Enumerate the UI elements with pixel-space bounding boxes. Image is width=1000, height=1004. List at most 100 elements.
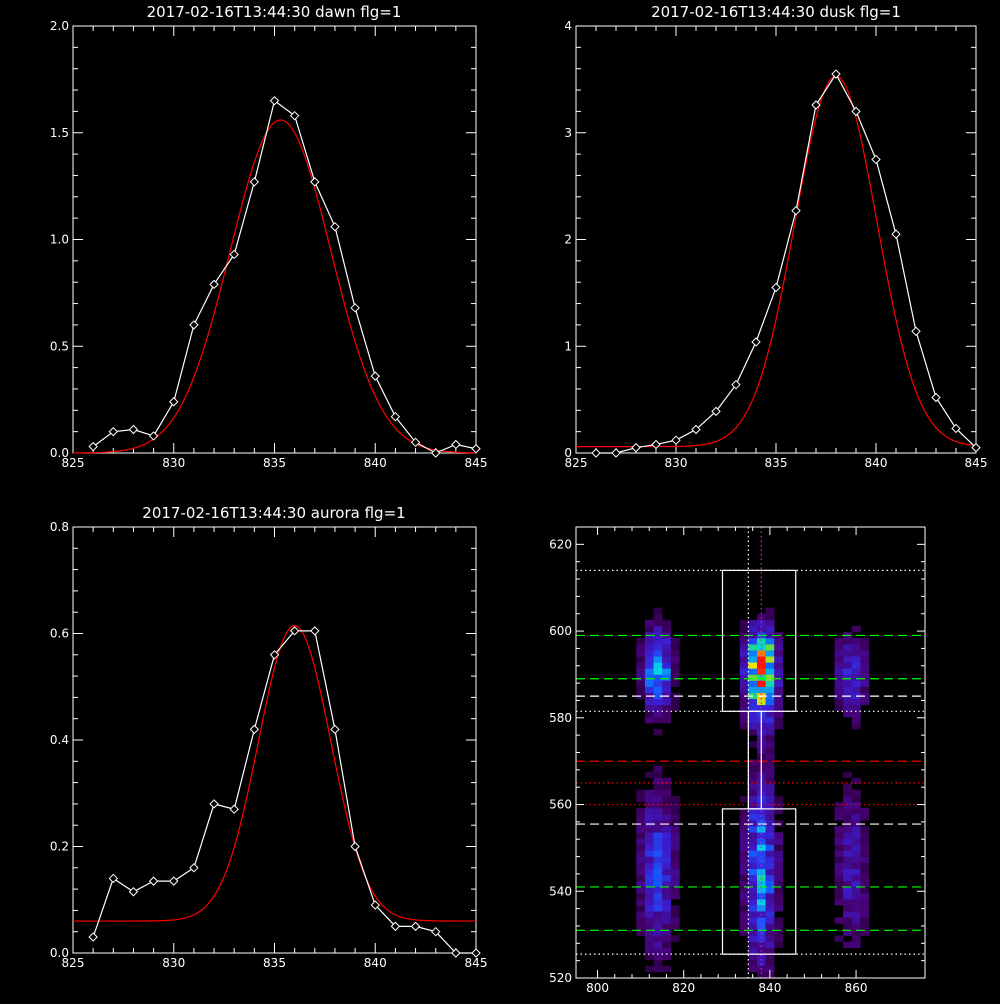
heatmap-cell — [653, 625, 663, 633]
heatmap-cell — [851, 893, 861, 900]
heatmap-cell — [739, 723, 749, 730]
heatmap-cell — [851, 680, 861, 687]
dawn-xtick-label: 825 — [62, 456, 85, 470]
heatmap-cell — [748, 674, 758, 681]
heatmap-cell — [843, 911, 853, 918]
heatmap-cell — [756, 959, 766, 967]
heatmap-cell — [653, 832, 663, 839]
heatmap-cell — [662, 638, 672, 645]
heatmap-cell — [748, 838, 758, 845]
heatmap-cell — [644, 862, 654, 870]
heatmap-cell — [644, 638, 654, 645]
heatmap-cell — [739, 832, 749, 839]
heatmap-cell — [834, 704, 844, 712]
heatmap-cell — [644, 947, 654, 955]
heatmap-cell — [843, 838, 853, 845]
heatmap-cell — [662, 826, 672, 833]
heatmap-cell — [834, 801, 844, 809]
heatmap-cell — [834, 650, 844, 657]
heatmap-cell — [739, 880, 749, 888]
heatmap-cell — [739, 850, 749, 857]
heatmap-cell — [765, 917, 775, 924]
heatmap-connector-box — [747, 710, 762, 810]
heatmap-cell — [644, 625, 654, 633]
heatmap-cell — [860, 808, 870, 815]
heatmap-cell — [765, 838, 775, 845]
heatmap-cell — [765, 753, 775, 760]
heatmap-cell — [774, 929, 784, 936]
heatmap-cell — [851, 777, 861, 785]
heatmap-cell — [644, 868, 654, 876]
heatmap-cell — [739, 874, 749, 882]
heatmap-cell — [662, 953, 672, 961]
heatmap-cell — [644, 917, 654, 924]
heatmap-cell — [765, 795, 775, 803]
heatmap-cell — [748, 886, 758, 894]
aurora-data-point — [209, 799, 219, 809]
heatmap-cell — [851, 929, 861, 936]
heatmap-cell — [662, 905, 672, 912]
heatmap-cell — [739, 619, 749, 627]
heatmap-cell — [843, 862, 853, 870]
heatmap-cell — [739, 680, 749, 687]
heatmap-cell — [774, 905, 784, 912]
heatmap-cell — [851, 808, 861, 815]
heatmap-cell — [739, 674, 749, 681]
dusk-panel: 825 830 835 840 845 0 1 2 3 4 — [564, 19, 987, 470]
heatmap-cell — [774, 638, 784, 645]
heatmap-cell — [644, 686, 654, 693]
aurora-data-point — [108, 873, 119, 884]
heatmap-cell — [765, 631, 775, 639]
heatmap-cell — [636, 686, 646, 693]
heatmap-cell — [662, 862, 672, 870]
heatmap-cell — [834, 644, 844, 651]
heatmap-cell — [851, 625, 861, 633]
dawn-data-point — [249, 177, 260, 187]
heatmap-cell — [774, 917, 784, 924]
aurora-data-point — [269, 650, 280, 660]
heatmap-cell — [843, 850, 853, 857]
heatmap-cell — [653, 613, 663, 621]
heatmap-cell — [774, 886, 784, 894]
heatmap-cell — [765, 850, 775, 857]
heatmap-cell — [670, 868, 680, 876]
heatmap-cell — [851, 795, 861, 803]
heatmap-cell — [860, 698, 870, 706]
heatmap-cell — [765, 710, 775, 718]
aurora-ytick-label: 0.4 — [50, 733, 69, 747]
dusk-xtick-label: 830 — [665, 456, 688, 470]
heatmap-cell — [756, 971, 766, 979]
heatmap-cell — [765, 868, 775, 876]
heatmap-cell — [748, 929, 758, 936]
heatmap-cell — [765, 826, 775, 833]
dusk-data-point — [771, 282, 781, 293]
heatmap-cell — [739, 704, 749, 712]
heatmap-cell — [739, 820, 749, 827]
heatmap-cell — [653, 929, 663, 936]
heatmap-cell — [851, 850, 861, 857]
aurora-data-point — [289, 626, 300, 636]
heatmap-cell — [843, 638, 853, 645]
heatmap-cell — [644, 820, 654, 827]
heatmap-cell — [653, 874, 663, 882]
dusk-xtick-label: 845 — [965, 456, 988, 470]
heatmap-cell — [756, 856, 766, 863]
heatmap-cell — [653, 886, 663, 894]
heatmap-cell — [860, 644, 870, 651]
heatmap-cell — [739, 650, 749, 657]
heatmap-cell — [756, 638, 766, 645]
heatmap-cell — [748, 650, 758, 657]
heatmap-cell — [662, 935, 672, 942]
heatmap-cell — [739, 638, 749, 645]
heatmap-cell — [851, 935, 861, 942]
heatmap-cell — [843, 783, 853, 791]
heatmap-cell — [843, 868, 853, 876]
heatmap-cell — [653, 674, 663, 681]
heatmap-cell — [851, 820, 861, 827]
heatmap-cell — [644, 680, 654, 687]
heatmap-cell — [653, 826, 663, 833]
heatmap-cell — [843, 710, 853, 718]
aurora-fit-curve — [73, 624, 476, 922]
heatmap-cell — [653, 868, 663, 876]
heatmap-cell — [670, 674, 680, 681]
